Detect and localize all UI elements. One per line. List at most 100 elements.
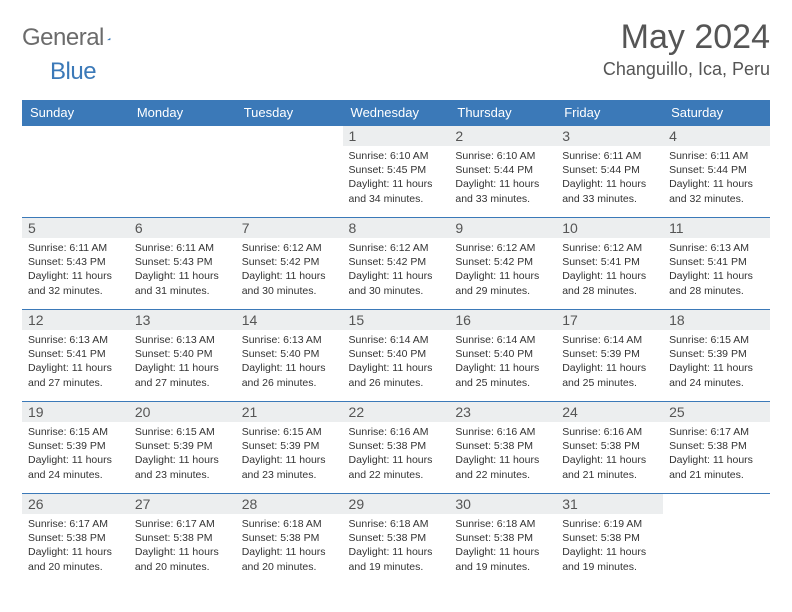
calendar-day-cell: .. <box>129 126 236 218</box>
sunset-line: Sunset: 5:44 PM <box>455 163 550 177</box>
sunset-line: Sunset: 5:43 PM <box>28 255 123 269</box>
sunset-line: Sunset: 5:40 PM <box>242 347 337 361</box>
day-detail: Sunrise: 6:11 AMSunset: 5:44 PMDaylight:… <box>663 146 770 210</box>
day-number: 27 <box>129 494 236 514</box>
day-detail: Sunrise: 6:18 AMSunset: 5:38 PMDaylight:… <box>236 514 343 578</box>
calendar-day-cell: 26Sunrise: 6:17 AMSunset: 5:38 PMDayligh… <box>22 494 129 586</box>
sunrise-line: Sunrise: 6:15 AM <box>242 425 337 439</box>
calendar-page: General May 2024 Changuillo, Ica, Peru B… <box>0 0 792 596</box>
day-detail: Sunrise: 6:15 AMSunset: 5:39 PMDaylight:… <box>236 422 343 486</box>
sunset-line: Sunset: 5:38 PM <box>135 531 230 545</box>
calendar-day-cell: .. <box>236 126 343 218</box>
day-number: 9 <box>449 218 556 238</box>
sunrise-line: Sunrise: 6:13 AM <box>669 241 764 255</box>
calendar-day-cell: 19Sunrise: 6:15 AMSunset: 5:39 PMDayligh… <box>22 402 129 494</box>
calendar-day-cell: 10Sunrise: 6:12 AMSunset: 5:41 PMDayligh… <box>556 218 663 310</box>
daylight-line: Daylight: 11 hours and 26 minutes. <box>349 361 444 389</box>
daylight-line: Daylight: 11 hours and 21 minutes. <box>669 453 764 481</box>
day-detail: Sunrise: 6:14 AMSunset: 5:40 PMDaylight:… <box>449 330 556 394</box>
day-detail: Sunrise: 6:18 AMSunset: 5:38 PMDaylight:… <box>449 514 556 578</box>
calendar-day-cell: 3Sunrise: 6:11 AMSunset: 5:44 PMDaylight… <box>556 126 663 218</box>
day-number: 26 <box>22 494 129 514</box>
calendar-week-row: ......1Sunrise: 6:10 AMSunset: 5:45 PMDa… <box>22 126 770 218</box>
sunrise-line: Sunrise: 6:14 AM <box>455 333 550 347</box>
weekday-header: Tuesday <box>236 100 343 126</box>
day-number: 5 <box>22 218 129 238</box>
daylight-line: Daylight: 11 hours and 20 minutes. <box>135 545 230 573</box>
calendar-day-cell: 9Sunrise: 6:12 AMSunset: 5:42 PMDaylight… <box>449 218 556 310</box>
calendar-day-cell: .. <box>663 494 770 586</box>
daylight-line: Daylight: 11 hours and 27 minutes. <box>28 361 123 389</box>
weekday-header: Thursday <box>449 100 556 126</box>
weekday-header: Wednesday <box>343 100 450 126</box>
day-detail: Sunrise: 6:18 AMSunset: 5:38 PMDaylight:… <box>343 514 450 578</box>
day-detail: Sunrise: 6:13 AMSunset: 5:40 PMDaylight:… <box>129 330 236 394</box>
calendar-day-cell: 25Sunrise: 6:17 AMSunset: 5:38 PMDayligh… <box>663 402 770 494</box>
sunrise-line: Sunrise: 6:18 AM <box>349 517 444 531</box>
sunrise-line: Sunrise: 6:12 AM <box>349 241 444 255</box>
calendar-day-cell: 22Sunrise: 6:16 AMSunset: 5:38 PMDayligh… <box>343 402 450 494</box>
day-number: 6 <box>129 218 236 238</box>
calendar-day-cell: 24Sunrise: 6:16 AMSunset: 5:38 PMDayligh… <box>556 402 663 494</box>
day-number: 28 <box>236 494 343 514</box>
sunrise-line: Sunrise: 6:13 AM <box>28 333 123 347</box>
calendar-day-cell: 4Sunrise: 6:11 AMSunset: 5:44 PMDaylight… <box>663 126 770 218</box>
sunset-line: Sunset: 5:38 PM <box>28 531 123 545</box>
calendar-day-cell: 28Sunrise: 6:18 AMSunset: 5:38 PMDayligh… <box>236 494 343 586</box>
sunrise-line: Sunrise: 6:19 AM <box>562 517 657 531</box>
calendar-day-cell: 21Sunrise: 6:15 AMSunset: 5:39 PMDayligh… <box>236 402 343 494</box>
daylight-line: Daylight: 11 hours and 25 minutes. <box>455 361 550 389</box>
calendar-body: ......1Sunrise: 6:10 AMSunset: 5:45 PMDa… <box>22 126 770 586</box>
day-detail: Sunrise: 6:17 AMSunset: 5:38 PMDaylight:… <box>129 514 236 578</box>
daylight-line: Daylight: 11 hours and 24 minutes. <box>669 361 764 389</box>
calendar-day-cell: 8Sunrise: 6:12 AMSunset: 5:42 PMDaylight… <box>343 218 450 310</box>
daylight-line: Daylight: 11 hours and 26 minutes. <box>242 361 337 389</box>
sunset-line: Sunset: 5:42 PM <box>349 255 444 269</box>
day-number: 24 <box>556 402 663 422</box>
daylight-line: Daylight: 11 hours and 33 minutes. <box>455 177 550 205</box>
daylight-line: Daylight: 11 hours and 30 minutes. <box>349 269 444 297</box>
month-title: May 2024 <box>603 18 770 57</box>
day-detail: Sunrise: 6:13 AMSunset: 5:41 PMDaylight:… <box>663 238 770 302</box>
sunset-line: Sunset: 5:42 PM <box>455 255 550 269</box>
sunrise-line: Sunrise: 6:11 AM <box>28 241 123 255</box>
sunrise-line: Sunrise: 6:10 AM <box>349 149 444 163</box>
calendar-day-cell: 7Sunrise: 6:12 AMSunset: 5:42 PMDaylight… <box>236 218 343 310</box>
daylight-line: Daylight: 11 hours and 32 minutes. <box>669 177 764 205</box>
sunrise-line: Sunrise: 6:17 AM <box>135 517 230 531</box>
day-number: 23 <box>449 402 556 422</box>
calendar-day-cell: 18Sunrise: 6:15 AMSunset: 5:39 PMDayligh… <box>663 310 770 402</box>
daylight-line: Daylight: 11 hours and 28 minutes. <box>562 269 657 297</box>
calendar-table: SundayMondayTuesdayWednesdayThursdayFrid… <box>22 100 770 586</box>
sunset-line: Sunset: 5:41 PM <box>28 347 123 361</box>
day-number: 20 <box>129 402 236 422</box>
sunrise-line: Sunrise: 6:13 AM <box>242 333 337 347</box>
day-detail: Sunrise: 6:10 AMSunset: 5:45 PMDaylight:… <box>343 146 450 210</box>
sunset-line: Sunset: 5:42 PM <box>242 255 337 269</box>
day-number: 21 <box>236 402 343 422</box>
day-detail: Sunrise: 6:16 AMSunset: 5:38 PMDaylight:… <box>343 422 450 486</box>
day-number: 13 <box>129 310 236 330</box>
day-number: 31 <box>556 494 663 514</box>
calendar-week-row: 19Sunrise: 6:15 AMSunset: 5:39 PMDayligh… <box>22 402 770 494</box>
calendar-day-cell: 1Sunrise: 6:10 AMSunset: 5:45 PMDaylight… <box>343 126 450 218</box>
calendar-day-cell: 14 Sunrise: 6:13 AMSunset: 5:40 PMDayligh… <box>236 310 343 402</box>
day-detail: Sunrise: 6:16 AMSunset: 5:38 PMDaylight:… <box>556 422 663 486</box>
sunset-line: Sunset: 5:38 PM <box>455 531 550 545</box>
daylight-line: Daylight: 11 hours and 20 minutes. <box>28 545 123 573</box>
sunrise-line: Sunrise: 6:18 AM <box>455 517 550 531</box>
day-detail: Sunrise: 6:13 AMSunset: 5:41 PMDaylight:… <box>22 330 129 394</box>
calendar-thead: SundayMondayTuesdayWednesdayThursdayFrid… <box>22 100 770 126</box>
day-detail: Sunrise: 6:15 AMSunset: 5:39 PMDaylight:… <box>129 422 236 486</box>
day-number: 11 <box>663 218 770 238</box>
sunrise-line: Sunrise: 6:11 AM <box>669 149 764 163</box>
daylight-line: Daylight: 11 hours and 32 minutes. <box>28 269 123 297</box>
daylight-line: Daylight: 11 hours and 27 minutes. <box>135 361 230 389</box>
calendar-day-cell: 30Sunrise: 6:18 AMSunset: 5:38 PMDayligh… <box>449 494 556 586</box>
daylight-line: Daylight: 11 hours and 28 minutes. <box>669 269 764 297</box>
daylight-line: Daylight: 11 hours and 19 minutes. <box>562 545 657 573</box>
day-detail: Sunrise: 6:11 AMSunset: 5:43 PMDaylight:… <box>129 238 236 302</box>
daylight-line: Daylight: 11 hours and 24 minutes. <box>28 453 123 481</box>
day-number: 18 <box>663 310 770 330</box>
day-number: 14 <box>236 310 343 330</box>
